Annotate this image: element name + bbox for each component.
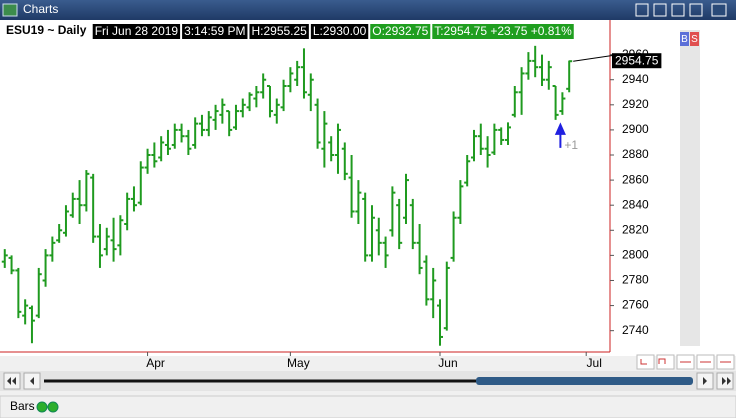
y-tick-label: 2820 (622, 222, 649, 236)
y-tick-label: 2940 (622, 72, 649, 86)
y-tick-label: 2800 (622, 248, 649, 262)
x-tick-label: Apr (146, 356, 165, 370)
status-bar (0, 395, 736, 418)
buy-button[interactable] (680, 32, 689, 46)
side-panel (680, 30, 700, 346)
info-box (249, 24, 309, 39)
info-label: Fri Jun 28 2019 (95, 24, 179, 38)
buy-label[interactable]: B (681, 34, 688, 45)
info-label: O:2932.75 (372, 24, 428, 38)
last-price-label: 2954.75 (615, 53, 659, 67)
scroll-thumb[interactable] (476, 377, 693, 385)
chart-toolbar[interactable] (636, 354, 735, 370)
pin-button[interactable] (689, 3, 703, 17)
info-box (182, 24, 248, 39)
bars (1, 45, 573, 346)
last-price-connector (573, 54, 615, 62)
title-bar (0, 0, 736, 20)
chart-area (0, 20, 736, 356)
info-label: L:2930.00 (313, 24, 367, 38)
info-label: H:2955.25 (251, 24, 307, 38)
sell-button[interactable] (690, 32, 699, 46)
status-indicator (47, 401, 59, 413)
info-box (432, 24, 574, 39)
y-tick-label: 2880 (622, 147, 649, 161)
sell-label[interactable]: S (691, 34, 698, 45)
y-tick-label: 2780 (622, 273, 649, 287)
info-box (370, 24, 431, 39)
scroll-icons (703, 377, 731, 385)
app-icon (2, 3, 18, 17)
y-tick-label: 2760 (622, 298, 649, 312)
x-tick-label: Jul (587, 356, 602, 370)
status-indicator (36, 401, 48, 413)
annotation-arrow (554, 122, 566, 148)
y-tick-label: 2900 (622, 122, 649, 136)
window-title: Charts (23, 2, 58, 16)
annotation-label: +1 (564, 138, 578, 152)
status-label: Bars (10, 399, 35, 413)
tool-icons (640, 358, 731, 365)
x-tick-label: Jun (438, 356, 457, 370)
window-controls[interactable] (635, 3, 727, 17)
minimize-button[interactable] (635, 3, 649, 17)
y-tick-label: 2920 (622, 97, 649, 111)
close-button[interactable] (711, 3, 727, 17)
last-price-box (612, 53, 662, 69)
info-label: 3:14:59 PM (184, 24, 245, 38)
info-box (92, 24, 181, 39)
info-box (310, 24, 369, 39)
y-tick-label: 2860 (622, 172, 649, 186)
chart-title: ESU19 ~ Daily (6, 23, 87, 37)
info-label: T:2954.75 +23.75 +0.81% (434, 24, 572, 38)
scroll-icons (7, 377, 34, 385)
x-tick-label: May (287, 356, 310, 370)
y-tick-label: 2840 (622, 197, 649, 211)
move-button[interactable] (671, 3, 685, 17)
tool-button[interactable] (636, 354, 655, 370)
restore-button[interactable] (653, 3, 667, 17)
y-tick-label: 2740 (622, 323, 649, 337)
